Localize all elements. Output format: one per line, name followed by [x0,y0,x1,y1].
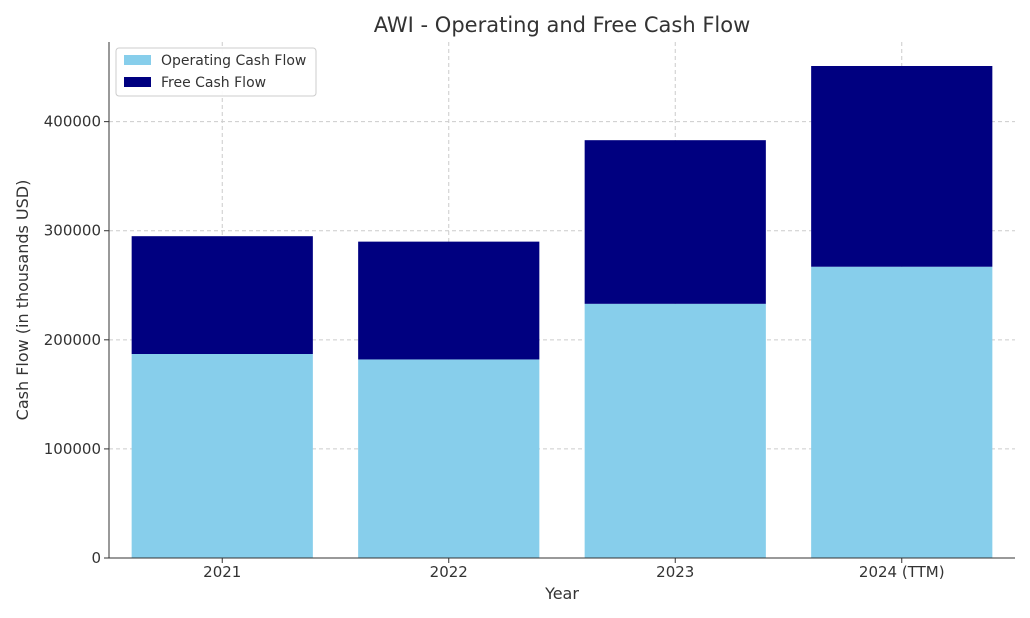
bar-operating-cash-flow-1 [131,354,313,558]
legend-label-free-cash-flow: Free Cash Flow [161,75,266,91]
x-ticks: 2021 2022 2023 2024 (TTM) [203,558,945,581]
y-tick-label: 400000 [44,113,101,131]
axes [108,42,1015,559]
x-tick-label: 2024 (TTM) [859,563,945,581]
legend-label-operating-cash-flow: Operating Cash Flow [161,53,306,69]
x-tick-label: 2021 [203,563,241,581]
y-tick-label: 200000 [44,331,101,349]
y-tick-label: 0 [91,549,101,567]
bar-free-cash-flow-4 [811,66,993,267]
y-ticks: 0 100000 200000 300000 400000 [44,113,109,567]
x-axis-label: Year [544,584,579,603]
bar-free-cash-flow-1 [131,236,313,354]
y-axis-label: Cash Flow (in thousands USD) [13,180,32,421]
y-tick-label: 100000 [44,440,101,458]
x-tick-label: 2023 [656,563,694,581]
legend-swatch-operating-cash-flow [124,55,151,65]
legend-box [115,47,317,97]
x-tick-label: 2022 [430,563,468,581]
legend: Operating Cash Flow Free Cash Flow [115,47,317,97]
bar-free-cash-flow-2 [358,241,540,360]
chart-title: AWI - Operating and Free Cash Flow [374,13,751,37]
bar-operating-cash-flow-3 [584,303,766,558]
bar-free-cash-flow-3 [584,140,766,304]
legend-swatch-free-cash-flow [124,77,151,87]
bar-operating-cash-flow-2 [358,359,540,558]
bar-operating-cash-flow-4 [811,266,993,558]
y-tick-label: 300000 [44,222,101,240]
bars [131,66,993,558]
